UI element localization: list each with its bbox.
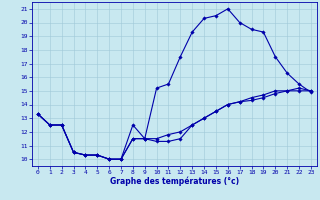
X-axis label: Graphe des températures (°c): Graphe des températures (°c) bbox=[110, 177, 239, 186]
